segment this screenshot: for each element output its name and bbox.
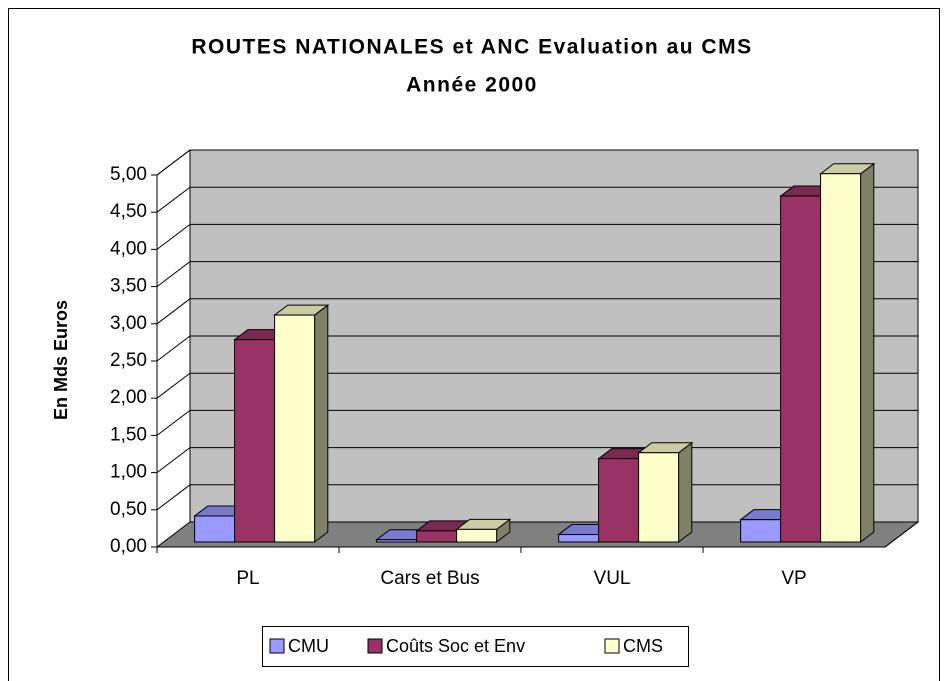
legend-swatch	[604, 638, 620, 654]
y-tick-label: 4,50	[110, 201, 147, 222]
bar-front	[780, 195, 822, 543]
y-axis-title: En Mds Euros	[51, 300, 71, 420]
legend-swatch	[269, 638, 285, 654]
grid-line	[156, 149, 918, 176]
bar	[455, 518, 512, 544]
legend: CMU Coûts Soc et Env CMS	[262, 626, 689, 667]
chart-title: ROUTES NATIONALES et ANC Evaluation au C…	[191, 36, 752, 59]
legend-swatch	[367, 638, 383, 654]
grid-line	[156, 409, 918, 436]
y-tick-label: 5,00	[110, 164, 147, 185]
bar-front	[740, 519, 782, 543]
x-tick-label: Cars et Bus	[380, 568, 479, 589]
y-tick-label: 1,00	[110, 462, 147, 483]
grid-line	[156, 261, 918, 287]
x-tick-label: VP	[781, 568, 806, 589]
bar-front	[638, 452, 680, 543]
legend-label: CMS	[623, 636, 663, 656]
y-tick-label: 2,00	[110, 387, 147, 408]
floor-edge	[157, 521, 919, 548]
bar-front	[194, 515, 236, 543]
bar-front	[456, 528, 498, 543]
bar	[819, 162, 876, 544]
bar-side	[678, 441, 693, 544]
bar-front	[558, 534, 600, 543]
bar-front	[234, 339, 276, 543]
grid-line	[156, 223, 918, 250]
legend-label: CMU	[288, 636, 329, 656]
y-tick-label: 0,00	[110, 536, 147, 557]
bar-front	[274, 314, 316, 543]
bar	[273, 304, 330, 544]
bar-front	[820, 173, 862, 543]
legend-label: Coûts Soc et Env	[386, 636, 525, 656]
y-tick-label: 3,00	[110, 313, 147, 334]
y-tick-label: 3,50	[110, 276, 147, 297]
y-tick-label: 4,00	[110, 238, 147, 259]
bar-front	[376, 539, 418, 543]
y-tick-label: 0,50	[110, 499, 147, 520]
grid-line	[156, 186, 918, 213]
bar	[637, 441, 694, 544]
y-tick-label: 2,50	[110, 350, 147, 371]
x-tick-label: PL	[236, 568, 259, 589]
bar-side	[314, 304, 329, 544]
bar-front	[416, 530, 458, 543]
bar-side	[860, 162, 875, 544]
grid-line	[156, 335, 918, 362]
grid-line	[156, 298, 918, 325]
chart-subtitle: Année 2000	[406, 74, 538, 97]
x-tick-label: VUL	[594, 568, 631, 589]
y-tick-label: 1,50	[110, 424, 147, 445]
grid-line	[156, 372, 918, 399]
bar-front	[598, 458, 640, 543]
